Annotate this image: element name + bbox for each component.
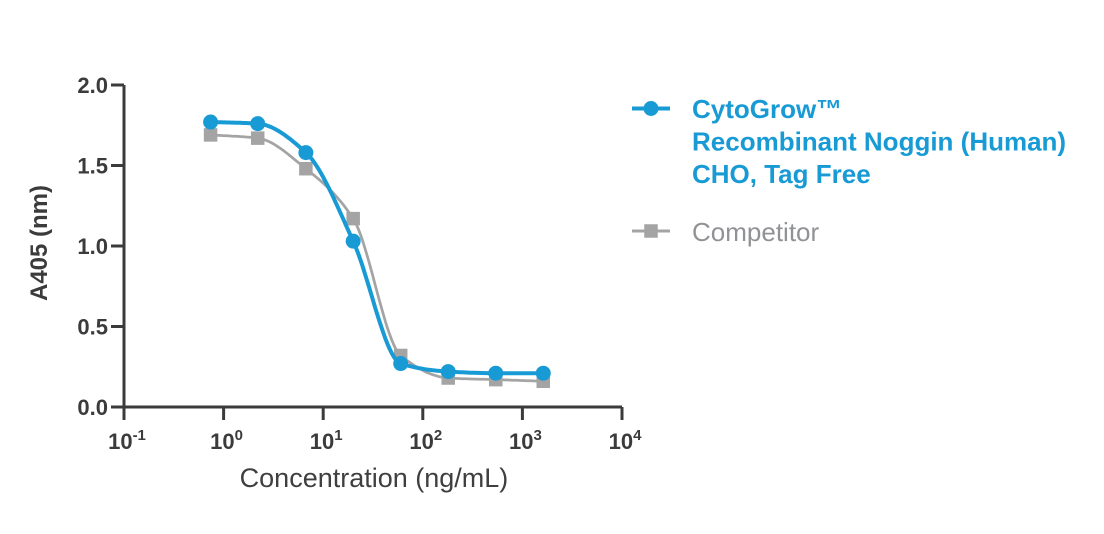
data-point-square	[250, 131, 265, 145]
y-tick-label: 1.0	[77, 234, 108, 259]
legend-label-line3: CHO, Tag Free	[692, 159, 871, 189]
legend-circle-marker	[643, 101, 659, 116]
y-axis-label: A405 (nm)	[26, 185, 53, 301]
data-point-circle	[298, 145, 314, 161]
data-point-square	[299, 161, 313, 176]
legend-item-cytogrow: CytoGrow™ Recombinant Noggin (Human) CHO…	[632, 94, 1066, 189]
legend-label-line2: Recombinant Noggin (Human)	[692, 127, 1066, 157]
x-tick-label: 104	[609, 427, 642, 454]
x-axis-label: Concentration (ng/mL)	[240, 463, 509, 493]
plot-area: 0.0 0.5 1.0 1.5 2.0 10-1 100 101 102 103 104	[77, 73, 642, 454]
x-tick-label: 10-1	[108, 427, 146, 454]
data-point-circle	[488, 365, 504, 381]
y-tick-label: 0.5	[77, 315, 108, 340]
legend-square-marker	[644, 224, 658, 238]
y-tick-label: 0.0	[77, 395, 108, 420]
y-tick-label: 2.0	[77, 73, 108, 98]
data-point-circle	[345, 233, 361, 249]
x-tick-label: 101	[310, 427, 343, 454]
x-tick-label: 100	[210, 427, 243, 454]
data-point-square	[346, 211, 360, 226]
fit-curve	[208, 120, 546, 376]
legend: CytoGrow™ Recombinant Noggin (Human) CHO…	[632, 94, 1066, 247]
data-point-circle	[535, 365, 551, 381]
data-point-circle	[440, 364, 456, 380]
data-point-square	[203, 128, 218, 142]
legend-item-competitor: Competitor	[632, 217, 819, 247]
data-point-circle	[250, 116, 266, 132]
x-tick-label: 103	[509, 427, 542, 454]
series-cytogrow	[203, 114, 551, 381]
y-tick-label: 1.5	[77, 154, 108, 179]
series-competitor	[203, 128, 551, 388]
legend-label-competitor: Competitor	[692, 217, 819, 247]
x-tick-label: 102	[409, 427, 442, 454]
legend-label-line1: CytoGrow™	[692, 94, 842, 124]
data-point-circle	[393, 356, 409, 372]
data-point-circle	[203, 114, 219, 130]
fit-curve	[209, 133, 545, 383]
axes: 0.0 0.5 1.0 1.5 2.0 10-1 100 101 102 103 104	[77, 73, 642, 454]
